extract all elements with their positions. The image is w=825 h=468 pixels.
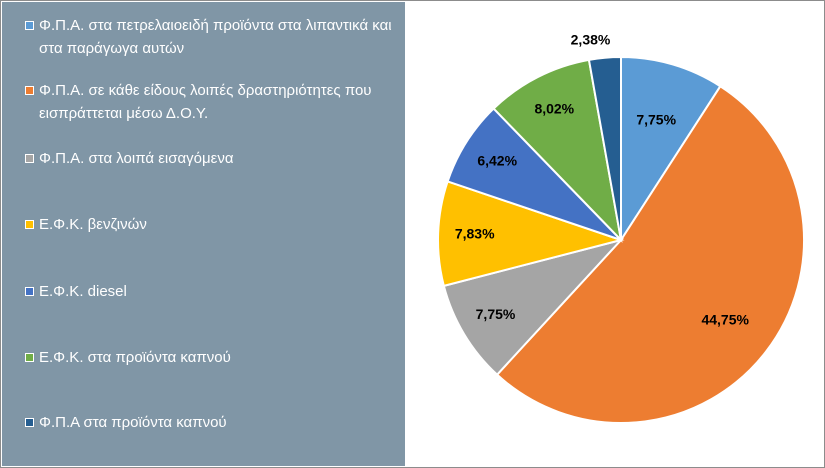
legend-label: Φ.Π.Α. σε κάθε είδους λοιπές δραστηριότη… [39, 82, 372, 122]
data-label: 7,75% [476, 306, 516, 322]
legend-swatch [25, 86, 34, 95]
data-label: 44,75% [701, 311, 749, 327]
data-label: 2,38% [571, 32, 611, 48]
data-label: 6,42% [477, 153, 517, 169]
legend-swatch [25, 220, 34, 229]
pie-slice [492, 58, 623, 244]
legend: Φ.Π.Α. στα πετρελαιοειδή προϊόντα στα λι… [2, 2, 405, 466]
legend-swatch [25, 353, 34, 362]
data-label: 7,75% [636, 111, 676, 127]
legend-label: Φ.Π.Α. στα πετρελαιοειδή προϊόντα στα λι… [39, 17, 392, 57]
legend-label: Ε.Φ.Κ. diesel [39, 283, 127, 300]
legend-label: Φ.Π.Α. στα λοιπά εισαγόμενα [39, 150, 234, 167]
legend-label: Ε.Φ.Κ. στα προϊόντα καπνού [39, 349, 231, 366]
legend-swatch [25, 154, 34, 163]
pie-slice [442, 238, 625, 377]
legend-label: Ε.Φ.Κ. βενζινών [39, 216, 147, 233]
data-label: 7,83% [455, 225, 495, 241]
pie-slice [587, 55, 622, 241]
pie-chart: 7,75% 44,75% 7,75% 7,83% 6,42% 8,02% 2,38% [437, 32, 805, 424]
legend-swatch [25, 418, 34, 427]
legend-swatch [25, 21, 34, 30]
pie-slice [495, 84, 805, 424]
pie-slice [620, 55, 722, 244]
legend-label: Φ.Π.Α στα προϊόντα καπνού [39, 414, 227, 431]
pie-slice [437, 180, 625, 288]
data-label: 8,02% [534, 100, 574, 116]
legend-swatch [25, 287, 34, 296]
